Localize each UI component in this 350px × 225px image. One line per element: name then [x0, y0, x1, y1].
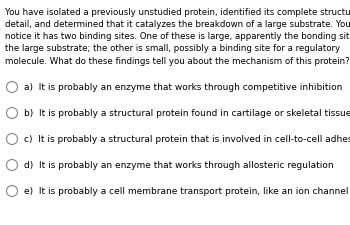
Text: d)  It is probably an enzyme that works through allosteric regulation: d) It is probably an enzyme that works t…	[24, 161, 334, 170]
Text: b)  It is probably a structural protein found in cartilage or skeletal tissue: b) It is probably a structural protein f…	[24, 109, 350, 118]
Text: You have isolated a previously unstudied protein, identified its complete struct: You have isolated a previously unstudied…	[5, 8, 350, 65]
Text: c)  It is probably a structural protein that is involved in cell-to-cell adhesio: c) It is probably a structural protein t…	[24, 135, 350, 144]
Text: e)  It is probably a cell membrane transport protein, like an ion channel: e) It is probably a cell membrane transp…	[24, 187, 349, 196]
Text: a)  It is probably an enzyme that works through competitive inhibition: a) It is probably an enzyme that works t…	[24, 83, 342, 92]
